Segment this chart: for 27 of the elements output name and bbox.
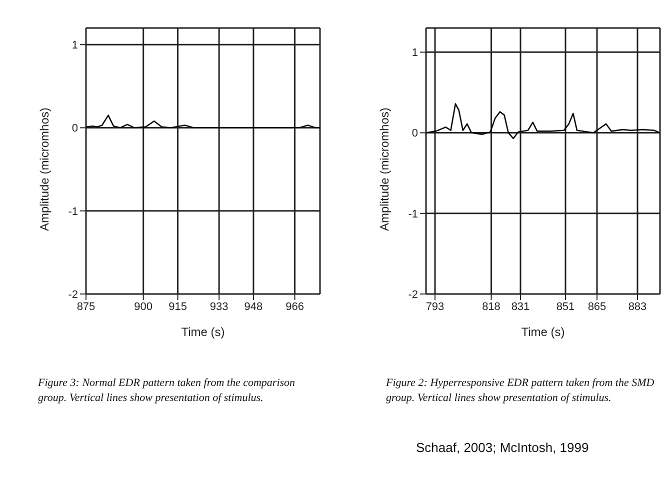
x-tick-label: 831 bbox=[511, 300, 530, 313]
y-tick-label: -1 bbox=[68, 206, 78, 218]
y-tick-label: -2 bbox=[408, 288, 418, 301]
x-tick-label: 793 bbox=[426, 300, 444, 313]
x-axis-title: Time (s) bbox=[181, 325, 225, 339]
x-tick-label: 933 bbox=[210, 300, 228, 313]
caption: Figure 3: Normal EDR pattern taken from the comparison group. Vertical lines show presentation of stimulus. bbox=[38, 376, 296, 406]
y-axis-title: Amplitude (micromhos) bbox=[377, 108, 392, 231]
x-tick-label: 865 bbox=[588, 300, 606, 313]
x-tick-label: 875 bbox=[76, 300, 96, 313]
y-tick-label: 0 bbox=[72, 122, 78, 135]
x-tick-label: 818 bbox=[482, 300, 500, 313]
x-tick-label: 948 bbox=[244, 300, 263, 313]
y-tick-label: -2 bbox=[68, 288, 78, 301]
y-tick-label: -1 bbox=[408, 208, 418, 220]
text: Schaaf, 2003; McIntosh, 1999 bbox=[416, 440, 589, 455]
x-tick-label: 966 bbox=[286, 300, 304, 313]
x-tick-label: 851 bbox=[556, 300, 575, 313]
y-tick-label: 1 bbox=[412, 47, 418, 60]
x-tick-label: 900 bbox=[134, 300, 153, 313]
x-tick-label: 883 bbox=[628, 300, 647, 313]
x-tick-label: 915 bbox=[168, 300, 187, 313]
caption: Figure 2: Hyperresponsive EDR pattern taken from the SMD group. Vertical lines show presentation of stimulus. bbox=[386, 376, 656, 406]
y-tick-label: 0 bbox=[412, 128, 418, 140]
x-axis-title: Time (s) bbox=[521, 325, 565, 339]
y-tick-label: 1 bbox=[72, 40, 78, 52]
y-axis-title: Amplitude (micromhos) bbox=[37, 108, 52, 231]
